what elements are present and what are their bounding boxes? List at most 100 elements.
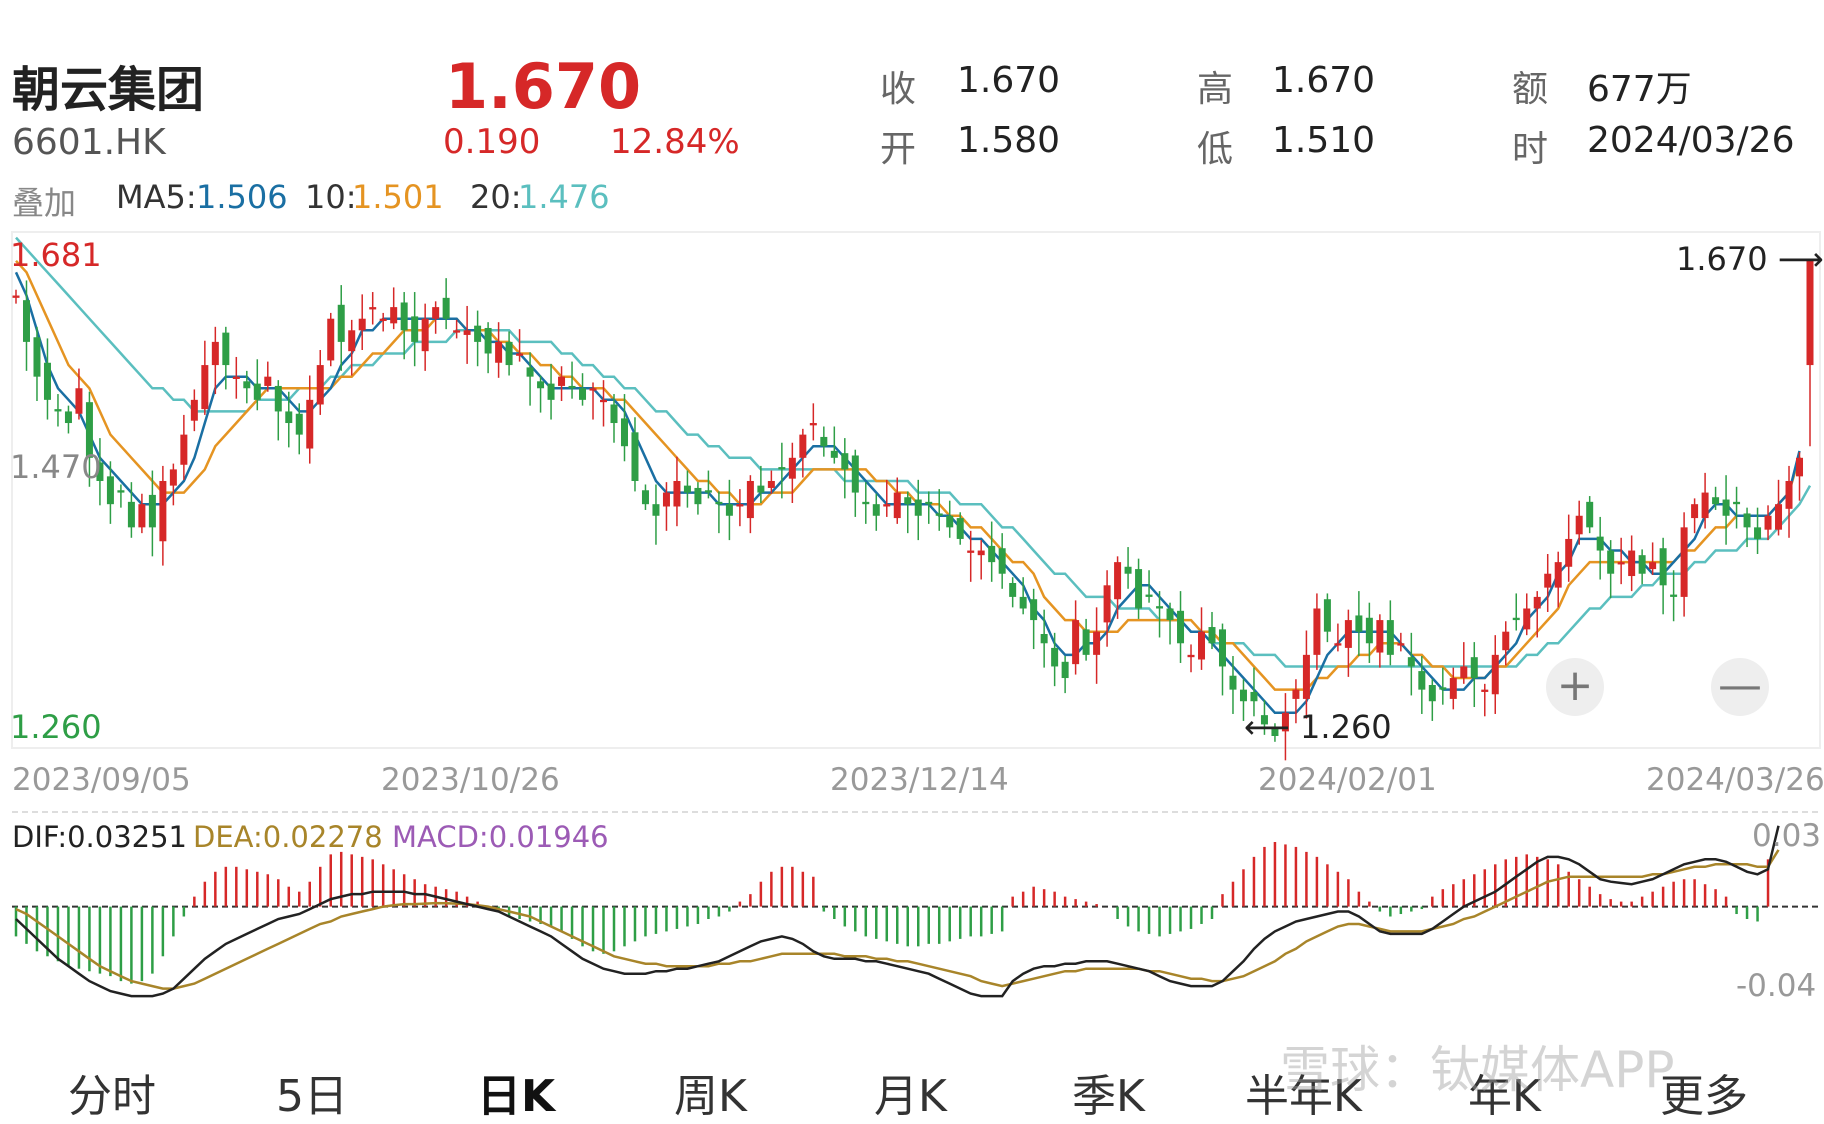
zoom-out-button[interactable]: — [1711,658,1769,716]
tab-5day[interactable]: 5日 [276,1071,348,1122]
candle [1617,537,1625,585]
candle-body [935,513,943,516]
candle [1554,551,1562,608]
candle-body [1376,620,1384,653]
tab-intraday[interactable]: 分时 [68,1071,156,1122]
candle-body [893,492,901,519]
candle [1239,679,1247,721]
candle-body [1722,499,1730,516]
candle-body [1617,562,1625,565]
candle-body [1093,631,1101,655]
candle [1313,593,1321,670]
candle [998,533,1006,589]
candle-body [1743,513,1751,528]
candle-body [631,432,639,481]
candle-body [1397,643,1405,646]
candle-body [1166,608,1174,621]
candle-body [1156,606,1164,609]
candle-body [1691,504,1699,519]
tab-weekly-k[interactable]: 周K [674,1071,747,1122]
candle-body [956,518,964,539]
candle [1470,642,1478,708]
candle [1135,558,1143,619]
candle [169,463,177,506]
candle [1775,479,1783,536]
candle [1512,593,1520,631]
candle-body [537,381,545,389]
dif-label: DIF:0.03251 [12,820,188,854]
candle [600,380,608,427]
candle-body [1009,582,1017,597]
candle [1061,656,1069,694]
candle-body [914,499,922,516]
candle [1586,496,1594,534]
candle-body [1229,675,1237,690]
candle-body [495,341,503,363]
candle [1533,591,1541,638]
candle-body [1596,536,1604,551]
candle [285,391,293,448]
candle-body [1323,599,1331,632]
low-value: 1.510 [1272,120,1376,161]
candle [369,292,377,325]
candle-body [54,409,62,412]
candle [610,394,618,443]
candle [1302,630,1310,719]
candle [453,319,461,339]
stock-code: 6601.HK [12,122,166,163]
date-tick-5: 2024/03/26 [1646,762,1824,798]
tab-daily-k[interactable]: 日K [477,1071,556,1122]
candle-body [1355,615,1363,632]
candle [1764,505,1772,541]
candle-body [453,330,461,333]
candle-body [579,388,587,400]
candle [1334,623,1342,652]
candle [620,394,628,462]
tab-more[interactable]: 更多 [1660,1071,1748,1122]
candle [641,484,649,510]
tab-halfyear-k[interactable]: 半年K [1245,1071,1362,1122]
candle [757,465,765,504]
candle [495,322,503,378]
candle [400,292,408,360]
candle [463,305,471,364]
date-tick-2: 2023/10/26 [381,762,560,798]
candle-body [400,302,408,331]
candle [778,442,786,499]
candle [725,479,733,541]
candle-body [1544,573,1552,588]
candle-body [946,515,954,528]
candle [1796,452,1804,501]
zoom-in-button[interactable]: + [1546,658,1604,716]
candle-body [222,332,230,366]
candle-body [274,385,282,412]
candle [558,366,566,402]
candle [1449,667,1457,710]
candle [1649,542,1657,575]
candle [1072,600,1080,675]
candle [117,484,125,508]
candle-body [1712,497,1720,505]
candle-body [1607,550,1615,574]
candle [788,442,796,504]
candle [1250,667,1258,717]
candle-body [201,365,209,410]
candle [1638,549,1646,585]
candle [33,326,41,402]
candle-body [1628,550,1636,577]
candle [830,426,838,464]
candle-body [820,436,828,447]
candle-body [1439,687,1447,690]
tab-quarterly-k[interactable]: 季K [1072,1071,1145,1122]
tab-yearly-k[interactable]: 年K [1468,1071,1541,1122]
candle [537,375,545,413]
candle [1502,621,1510,666]
candle [411,292,419,367]
candle-body [369,307,377,310]
overlay-button[interactable]: 叠加 [12,184,77,222]
candle-body [547,383,555,400]
ma5-label: MA5: [116,178,197,216]
candle [516,329,524,362]
tab-monthly-k[interactable]: 月K [874,1071,947,1122]
